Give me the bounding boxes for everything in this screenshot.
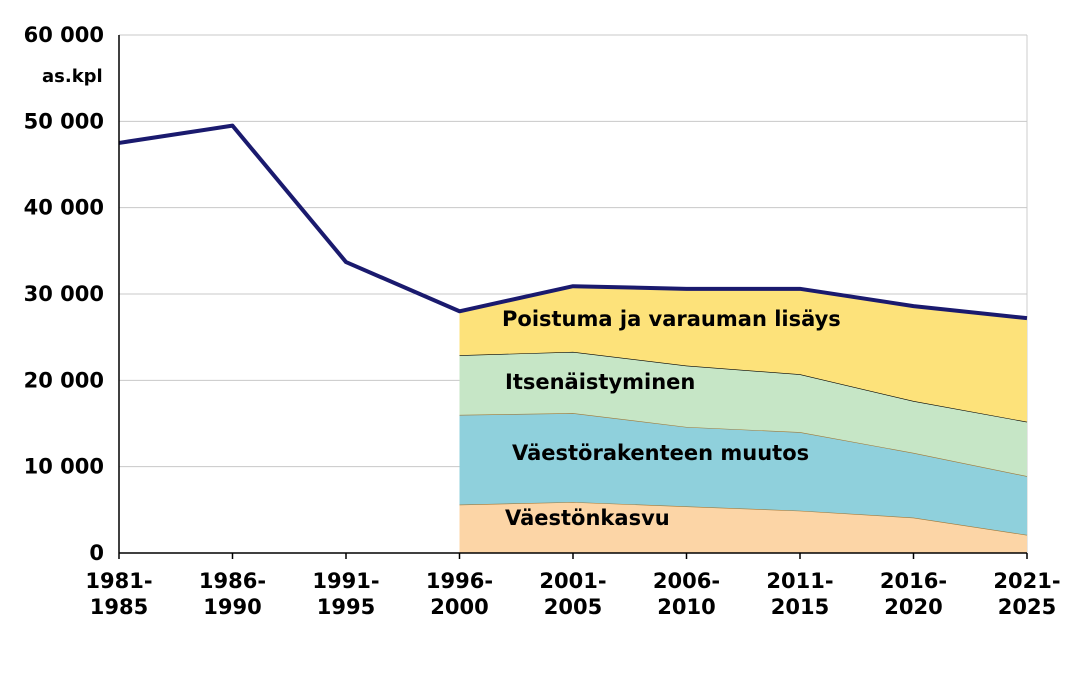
y-tick-label: 30 000 xyxy=(24,282,104,306)
area-label: Väestönkasvu xyxy=(505,506,670,530)
x-tick-label-line: 2016- xyxy=(880,569,947,593)
area xyxy=(459,351,1027,477)
y-tick-label: 50 000 xyxy=(24,109,104,133)
x-tick-label: 2006-2010 xyxy=(653,569,720,619)
y-axis-label: as.kpl xyxy=(42,66,103,87)
area-label: Itsenäistyminen xyxy=(505,370,695,394)
y-tick-label: 0 xyxy=(89,541,104,565)
area-label: Väestörakenteen muutos xyxy=(512,441,809,465)
area-label: Poistuma ja varauman lisäys xyxy=(502,307,841,331)
x-tick-label-line: 1985 xyxy=(90,595,148,619)
x-tick-label: 1981-1985 xyxy=(85,569,152,619)
x-tick-label-line: 2025 xyxy=(998,595,1056,619)
x-tick-label-line: 2010 xyxy=(657,595,715,619)
area xyxy=(459,413,1027,535)
x-tick-label-line: 2001- xyxy=(539,569,606,593)
x-tick-label: 2021-2025 xyxy=(993,569,1060,619)
x-tick-label: 1991-1995 xyxy=(312,569,379,619)
x-tick-label: 2016-2020 xyxy=(880,569,947,619)
x-tick-label-line: 1990 xyxy=(203,595,261,619)
y-tick-label: 20 000 xyxy=(24,368,104,392)
x-tick-label-line: 2011- xyxy=(766,569,833,593)
x-tick-label-line: 1996- xyxy=(426,569,493,593)
y-tick-label: 60 000 xyxy=(24,23,104,47)
x-tick-label-line: 1995 xyxy=(317,595,375,619)
line xyxy=(118,123,1028,321)
x-tick-label: 1996-2000 xyxy=(426,569,493,619)
x-tick-label-line: 1981- xyxy=(85,569,152,593)
x-tick-label-line: 1991- xyxy=(312,569,379,593)
y-tick-label: 10 000 xyxy=(24,455,104,479)
area xyxy=(459,502,1027,553)
y-tick-label: 40 000 xyxy=(24,196,104,220)
x-tick-label-line: 2006- xyxy=(653,569,720,593)
area xyxy=(459,286,1027,422)
x-tick-label-line: 2020 xyxy=(884,595,942,619)
x-tick-label: 1986-1990 xyxy=(199,569,266,619)
x-tick-label-line: 2021- xyxy=(993,569,1060,593)
x-tick-label-line: 2000 xyxy=(430,595,488,619)
x-tick-label-line: 2005 xyxy=(544,595,602,619)
x-tick-label: 2011-2015 xyxy=(766,569,833,619)
x-tick-label: 2001-2005 xyxy=(539,569,606,619)
x-tick-label-line: 1986- xyxy=(199,569,266,593)
x-tick-label-line: 2015 xyxy=(771,595,829,619)
